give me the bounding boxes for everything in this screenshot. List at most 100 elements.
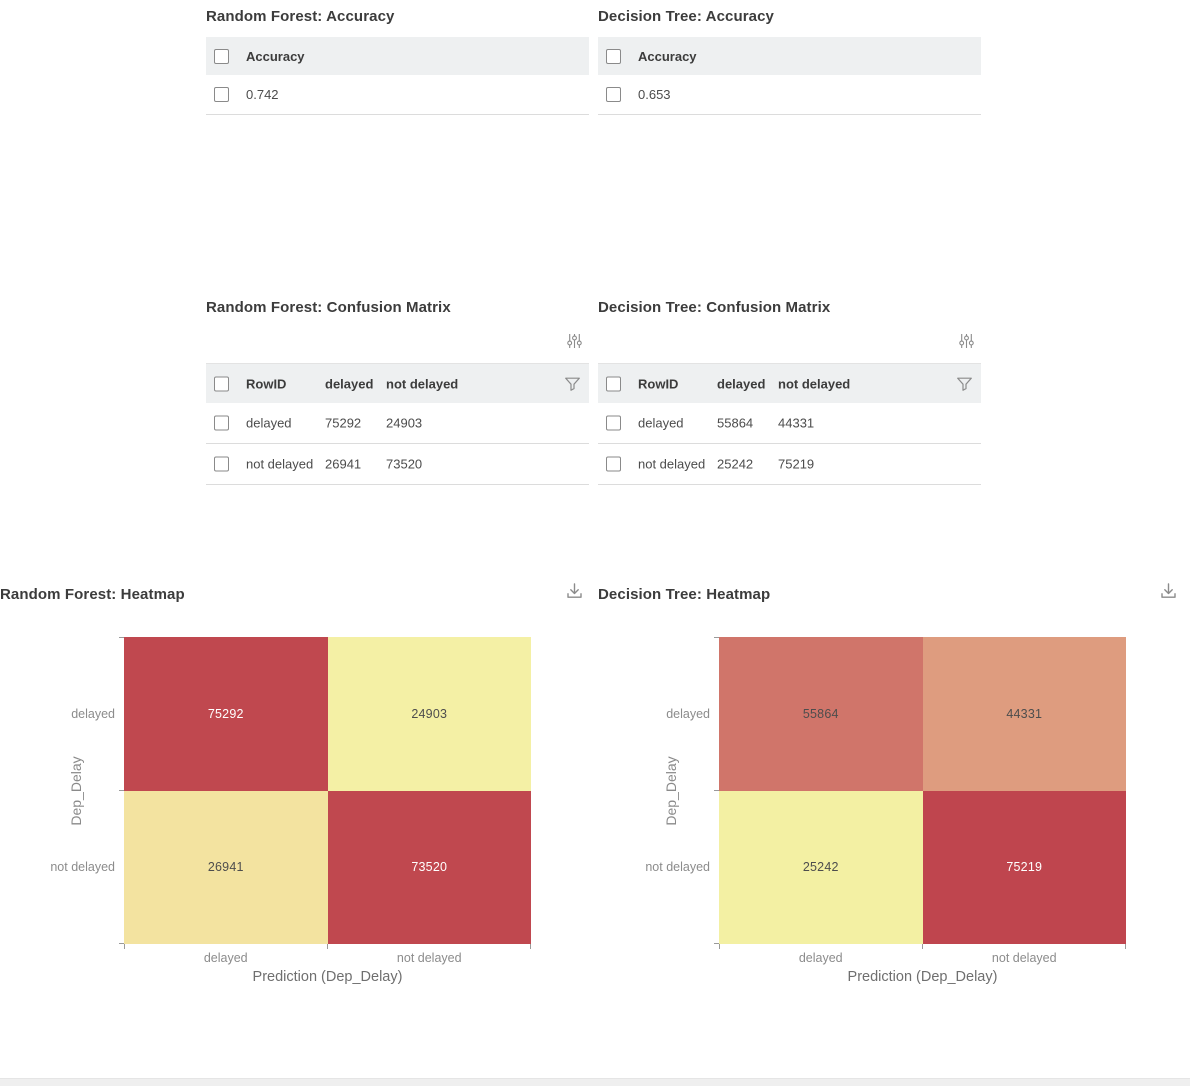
download-icon[interactable]	[563, 580, 586, 603]
rf-confusion-matrix-table: Random Forest: Confusion Matrix RowID de…	[206, 299, 589, 489]
accuracy-column-header: Accuracy	[638, 48, 697, 64]
heatmap-cell-notdelayed-delayed[interactable]: 25242	[719, 790, 923, 944]
table-header-row: Accuracy	[206, 37, 589, 75]
section-title: Decision Tree: Heatmap	[598, 586, 771, 603]
heatmap-cell-delayed-notdelayed[interactable]: 44331	[922, 637, 1126, 791]
x-axis-tick	[1125, 944, 1126, 949]
dt-accuracy-table: Decision Tree: Accuracy Accuracy 0.653	[598, 8, 981, 118]
rowid-cell: not delayed	[638, 456, 706, 472]
y-tick-label: delayed	[666, 706, 710, 721]
cell-value: 75219	[1006, 860, 1043, 875]
x-tick-label: not delayed	[991, 951, 1057, 965]
heatmap-cell-notdelayed-delayed[interactable]: 26941	[124, 790, 328, 944]
table-settings-icon[interactable]	[959, 333, 974, 349]
rowid-cell: delayed	[638, 415, 684, 431]
not-delayed-cell: 75219	[778, 456, 815, 472]
x-axis-tick	[124, 944, 125, 949]
y-axis-title: Dep_Delay	[663, 755, 679, 826]
select-all-checkbox[interactable]	[214, 376, 229, 391]
heatmap-cell-delayed-delayed[interactable]: 55864	[719, 637, 923, 791]
table-header-row: RowID delayed not delayed	[206, 363, 589, 403]
y-axis-tick	[714, 790, 719, 791]
dt-heatmap-panel: Decision Tree: Heatmap 55864 44331 25242…	[596, 578, 1190, 1018]
page-bottom-divider	[0, 1078, 1190, 1086]
y-axis-title: Dep_Delay	[68, 755, 84, 826]
section-title: Decision Tree: Accuracy	[598, 8, 774, 25]
table-settings-icon[interactable]	[567, 333, 582, 349]
dt-confusion-matrix-table: Decision Tree: Confusion Matrix RowID de…	[598, 299, 981, 489]
heatmap-cell-notdelayed-notdelayed[interactable]: 73520	[327, 790, 531, 944]
section-title: Random Forest: Heatmap	[0, 586, 185, 603]
heatmap-cell-delayed-notdelayed[interactable]: 24903	[327, 637, 531, 791]
table-row: not delayed 26941 73520	[206, 444, 589, 485]
table-row: 0.742	[206, 75, 589, 115]
not-delayed-cell: 24903	[386, 415, 423, 431]
section-title: Random Forest: Accuracy	[206, 8, 395, 25]
not-delayed-column-header: not delayed	[778, 376, 851, 391]
y-tick-label: not delayed	[645, 860, 710, 875]
accuracy-column-header: Accuracy	[246, 48, 305, 64]
cell-value: 44331	[1006, 706, 1043, 721]
heatmap-cell-notdelayed-notdelayed[interactable]: 75219	[922, 790, 1126, 944]
row-checkbox[interactable]	[606, 456, 621, 472]
rf-accuracy-table: Random Forest: Accuracy Accuracy 0.742	[206, 8, 589, 118]
row-checkbox[interactable]	[214, 456, 229, 472]
select-all-checkbox[interactable]	[214, 48, 229, 64]
not-delayed-cell: 73520	[386, 456, 423, 472]
x-tick-label: not delayed	[396, 951, 462, 965]
heatmap-cell-delayed-delayed[interactable]: 75292	[124, 637, 328, 791]
select-all-checkbox[interactable]	[606, 48, 621, 64]
section-title: Random Forest: Confusion Matrix	[206, 299, 451, 316]
not-delayed-column-header: not delayed	[386, 376, 459, 391]
table-row: delayed 75292 24903	[206, 403, 589, 444]
x-axis-tick	[922, 944, 923, 949]
delayed-cell: 55864	[717, 415, 754, 431]
cell-value: 26941	[207, 860, 244, 875]
rowid-cell: delayed	[246, 415, 292, 431]
table-row: delayed 55864 44331	[598, 403, 981, 444]
download-icon[interactable]	[1157, 580, 1180, 603]
rowid-column-header: RowID	[246, 376, 287, 391]
row-checkbox[interactable]	[214, 415, 229, 431]
cell-value: 75292	[207, 706, 244, 721]
y-axis-tick	[119, 790, 124, 791]
cell-value: 55864	[802, 706, 839, 721]
rf-heatmap-panel: Random Forest: Heatmap 75292 24903 26941…	[0, 578, 596, 1018]
x-axis-title: Prediction (Dep_Delay)	[847, 969, 998, 985]
y-axis-tick	[119, 943, 124, 944]
accuracy-value: 0.742	[246, 87, 279, 102]
row-checkbox[interactable]	[606, 87, 621, 102]
x-axis-tick	[719, 944, 720, 949]
row-checkbox[interactable]	[606, 415, 621, 431]
table-header-row: RowID delayed not delayed	[598, 363, 981, 403]
y-axis-tick	[119, 637, 124, 638]
delayed-cell: 75292	[325, 415, 362, 431]
cell-value: 24903	[411, 706, 448, 721]
select-all-checkbox[interactable]	[606, 376, 621, 391]
y-tick-label: delayed	[71, 706, 115, 721]
cell-value: 73520	[411, 860, 448, 875]
x-tick-label: delayed	[203, 951, 248, 965]
table-row: not delayed 25242 75219	[598, 444, 981, 485]
x-tick-label: delayed	[798, 951, 843, 965]
table-header-row: Accuracy	[598, 37, 981, 75]
delayed-cell: 25242	[717, 456, 754, 472]
y-axis-tick	[714, 943, 719, 944]
heatmap-plot: 55864 44331 25242 75219 delayed not dela…	[645, 637, 1126, 985]
rowid-cell: not delayed	[246, 456, 314, 472]
x-axis-tick	[530, 944, 531, 949]
column-filter-icon[interactable]	[956, 375, 973, 392]
accuracy-value: 0.653	[638, 87, 671, 102]
column-filter-icon[interactable]	[564, 375, 581, 392]
table-row: 0.653	[598, 75, 981, 115]
y-axis-tick	[714, 637, 719, 638]
x-axis-tick	[327, 944, 328, 949]
delayed-column-header: delayed	[717, 376, 766, 391]
row-checkbox[interactable]	[214, 87, 229, 102]
heatmap-plot: 75292 24903 26941 73520 delayed not dela…	[50, 637, 531, 985]
not-delayed-cell: 44331	[778, 415, 815, 431]
section-title: Decision Tree: Confusion Matrix	[598, 299, 831, 316]
delayed-cell: 26941	[325, 456, 362, 472]
delayed-column-header: delayed	[325, 376, 374, 391]
rowid-column-header: RowID	[638, 376, 679, 391]
